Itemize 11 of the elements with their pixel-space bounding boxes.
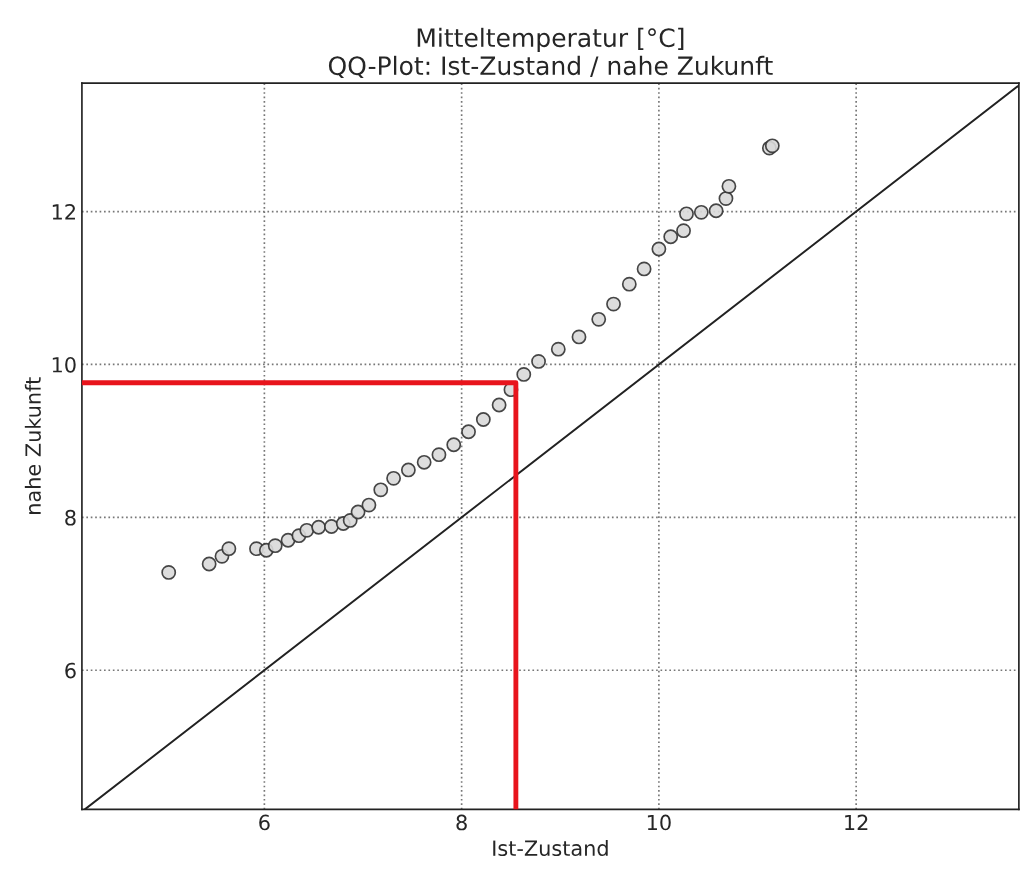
y-axis-title: nahe Zukunft	[24, 377, 41, 514]
x-axis-title: Ist-Zustand	[493, 839, 608, 857]
y-tick-label: 10	[52, 356, 76, 373]
chart-title: Mitteltemperatur [°C] QQ-Plot: Ist-Zustand / nahe Zukunft	[328, 27, 773, 79]
y-tick-label: 8	[65, 509, 76, 526]
y-tick-label: 12	[52, 204, 75, 220]
x-tick-label: 10	[647, 814, 671, 831]
x-tick-label: 12	[845, 814, 868, 831]
x-tick-label: 8	[456, 814, 467, 831]
x-tick-label: 6	[259, 814, 270, 831]
y-tick-label: 6	[65, 662, 76, 679]
